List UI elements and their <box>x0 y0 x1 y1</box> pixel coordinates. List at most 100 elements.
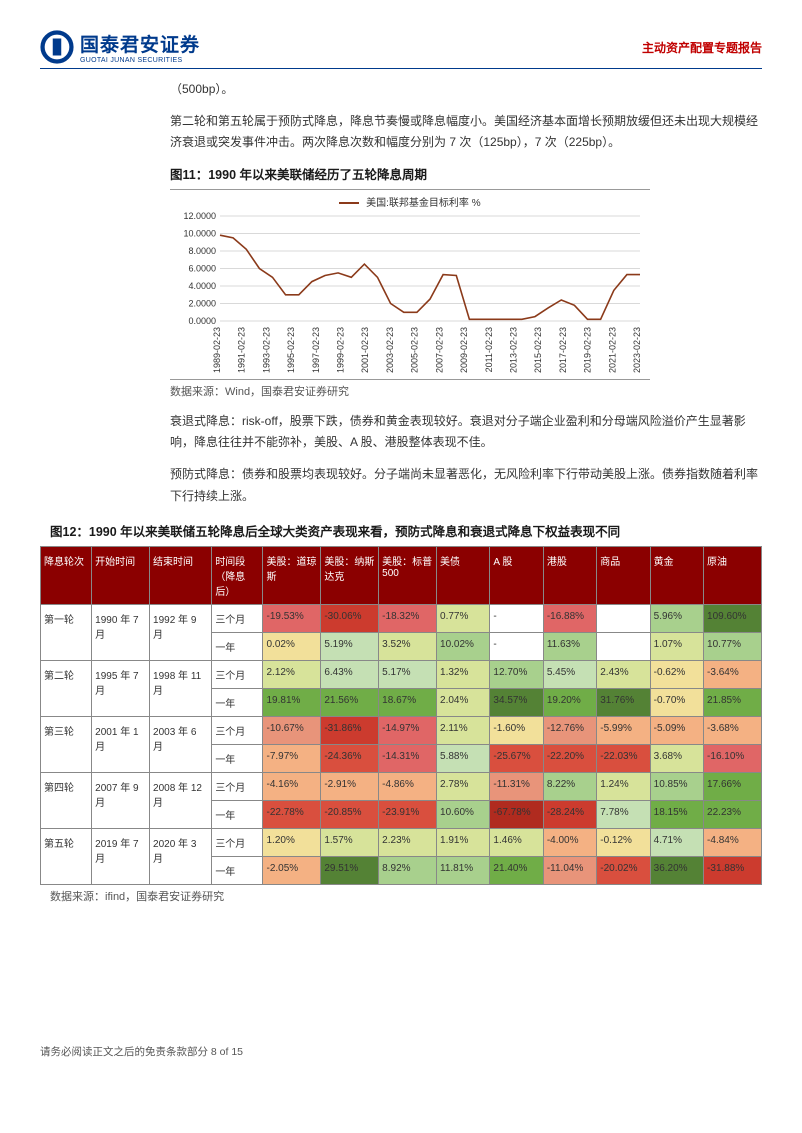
value-cell: -0.62% <box>650 661 703 689</box>
value-cell: - <box>490 605 543 633</box>
value-cell: -3.64% <box>704 661 762 689</box>
table-header-cell: 黄金 <box>650 547 703 605</box>
start-date-cell: 2007 年 9 月 <box>92 773 150 829</box>
svg-text:2005-02-23: 2005-02-23 <box>410 327 420 373</box>
value-cell: -30.06% <box>321 605 379 633</box>
start-date-cell: 2001 年 1 月 <box>92 717 150 773</box>
value-cell: -10.67% <box>263 717 321 745</box>
table-header-cell: 港股 <box>543 547 596 605</box>
svg-text:2015-02-23: 2015-02-23 <box>533 327 543 373</box>
value-cell: -12.76% <box>543 717 596 745</box>
table-header-cell: 降息轮次 <box>41 547 92 605</box>
start-date-cell: 1990 年 7 月 <box>92 605 150 661</box>
value-cell: -2.05% <box>263 857 321 885</box>
value-cell: -25.67% <box>490 745 543 773</box>
value-cell: 0.77% <box>437 605 490 633</box>
value-cell: -11.31% <box>490 773 543 801</box>
round-cell: 第五轮 <box>41 829 92 885</box>
value-cell: 8.22% <box>543 773 596 801</box>
period-cell: 一年 <box>212 801 263 829</box>
value-cell: -22.78% <box>263 801 321 829</box>
table-header-cell: A 股 <box>490 547 543 605</box>
logo-text-en: GUOTAI JUNAN SECURITIES <box>80 57 200 64</box>
value-cell: -4.84% <box>704 829 762 857</box>
period-cell: 三个月 <box>212 773 263 801</box>
svg-text:2.0000: 2.0000 <box>188 298 216 308</box>
value-cell: 1.46% <box>490 829 543 857</box>
value-cell: -22.03% <box>597 745 650 773</box>
chart11-source: 数据来源：Wind，国泰君安证券研究 <box>170 379 650 399</box>
end-date-cell: 1992 年 9 月 <box>150 605 212 661</box>
value-cell: 12.70% <box>490 661 543 689</box>
svg-text:1995-02-23: 1995-02-23 <box>286 327 296 373</box>
value-cell: 21.40% <box>490 857 543 885</box>
svg-text:2001-02-23: 2001-02-23 <box>360 327 370 373</box>
table-header-cell: 结束时间 <box>150 547 212 605</box>
svg-text:0.0000: 0.0000 <box>188 316 216 326</box>
value-cell: 21.85% <box>704 689 762 717</box>
end-date-cell: 1998 年 11 月 <box>150 661 212 717</box>
table-header-cell: 美债 <box>437 547 490 605</box>
value-cell: -7.97% <box>263 745 321 773</box>
end-date-cell: 2008 年 12 月 <box>150 773 212 829</box>
svg-text:2023-02-23: 2023-02-23 <box>632 327 642 373</box>
page-footer: 请务必阅读正文之后的免责条款部分 8 of 15 <box>40 1044 762 1059</box>
value-cell: 2.23% <box>379 829 437 857</box>
start-date-cell: 1995 年 7 月 <box>92 661 150 717</box>
value-cell: 2.04% <box>437 689 490 717</box>
value-cell: 7.78% <box>597 801 650 829</box>
value-cell: -31.88% <box>704 857 762 885</box>
paragraph-3: 预防式降息：债券和股票均表现较好。分子端尚未显著恶化，无风险利率下行带动美股上涨… <box>170 464 762 507</box>
value-cell: 1.57% <box>321 829 379 857</box>
value-cell: 22.23% <box>704 801 762 829</box>
table-row: 第四轮2007 年 9 月2008 年 12 月三个月-4.16%-2.91%-… <box>41 773 762 801</box>
svg-text:8.0000: 8.0000 <box>188 246 216 256</box>
value-cell: -18.32% <box>379 605 437 633</box>
chart11-legend-label: 美国:联邦基金目标利率 % <box>366 198 480 209</box>
value-cell: 10.60% <box>437 801 490 829</box>
value-cell: -5.09% <box>650 717 703 745</box>
period-cell: 三个月 <box>212 605 263 633</box>
round-cell: 第一轮 <box>41 605 92 661</box>
value-cell: 18.15% <box>650 801 703 829</box>
svg-text:6.0000: 6.0000 <box>188 263 216 273</box>
legend-line-icon <box>339 202 359 204</box>
value-cell: 1.32% <box>437 661 490 689</box>
table-header-cell: 开始时间 <box>92 547 150 605</box>
svg-text:2011-02-23: 2011-02-23 <box>484 327 494 372</box>
value-cell: 1.20% <box>263 829 321 857</box>
period-cell: 三个月 <box>212 829 263 857</box>
value-cell: 3.52% <box>379 633 437 661</box>
value-cell: 1.24% <box>597 773 650 801</box>
value-cell: 34.57% <box>490 689 543 717</box>
table-row: 第三轮2001 年 1 月2003 年 6 月三个月-10.67%-31.86%… <box>41 717 762 745</box>
value-cell: 3.68% <box>650 745 703 773</box>
value-cell: -3.68% <box>704 717 762 745</box>
svg-text:2021-02-23: 2021-02-23 <box>607 327 617 373</box>
value-cell: 6.43% <box>321 661 379 689</box>
value-cell: 36.20% <box>650 857 703 885</box>
period-cell: 一年 <box>212 633 263 661</box>
period-cell: 一年 <box>212 857 263 885</box>
value-cell: -5.99% <box>597 717 650 745</box>
period-cell: 一年 <box>212 745 263 773</box>
value-cell: 10.85% <box>650 773 703 801</box>
round-cell: 第三轮 <box>41 717 92 773</box>
period-cell: 三个月 <box>212 661 263 689</box>
fig11-title: 图11：1990 年以来美联储经历了五轮降息周期 <box>170 164 762 183</box>
report-type: 主动资产配置专题报告 <box>642 39 762 56</box>
svg-text:1993-02-23: 1993-02-23 <box>261 327 271 373</box>
value-cell: 17.66% <box>704 773 762 801</box>
value-cell: -23.91% <box>379 801 437 829</box>
table-row: 第一轮1990 年 7 月1992 年 9 月三个月-19.53%-30.06%… <box>41 605 762 633</box>
end-date-cell: 2020 年 3 月 <box>150 829 212 885</box>
value-cell: 29.51% <box>321 857 379 885</box>
asset-performance-table: 降息轮次开始时间结束时间时间段（降息后）美股：道琼斯美股：纳斯达克美股：标普 5… <box>40 546 762 885</box>
svg-text:10.0000: 10.0000 <box>183 228 216 238</box>
table-header-cell: 美股：标普 500 <box>379 547 437 605</box>
round-cell: 第四轮 <box>41 773 92 829</box>
table-header-cell: 美股：道琼斯 <box>263 547 321 605</box>
start-date-cell: 2019 年 7 月 <box>92 829 150 885</box>
value-cell: -16.88% <box>543 605 596 633</box>
round-cell: 第二轮 <box>41 661 92 717</box>
